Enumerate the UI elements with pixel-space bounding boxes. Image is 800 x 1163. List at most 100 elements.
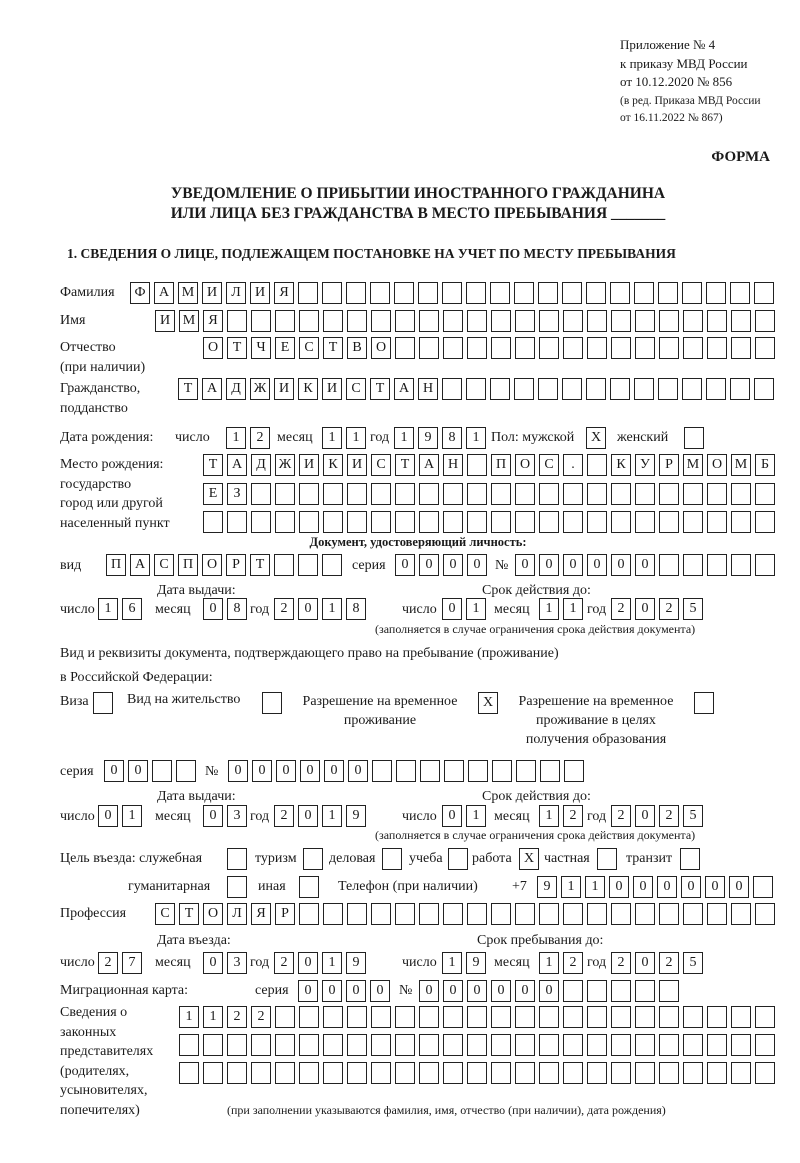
char-cell[interactable] [659, 554, 679, 576]
char-cell[interactable]: Ф [130, 282, 150, 304]
char-cell[interactable] [448, 848, 468, 870]
char-cell[interactable] [683, 1034, 703, 1056]
char-cell[interactable]: 0 [348, 760, 368, 782]
char-cell[interactable]: 0 [298, 980, 318, 1002]
char-cell[interactable] [443, 1034, 463, 1056]
char-cell[interactable]: И [274, 378, 294, 400]
char-cell[interactable] [539, 337, 559, 359]
char-cell[interactable]: 6 [122, 598, 142, 620]
char-cell[interactable]: 0 [298, 805, 318, 827]
char-cell[interactable] [635, 483, 655, 505]
char-cell[interactable]: О [371, 337, 391, 359]
char-cell[interactable]: 1 [98, 598, 118, 620]
char-cell[interactable] [419, 1006, 439, 1028]
char-cell[interactable]: 1 [322, 952, 342, 974]
char-cell[interactable]: А [227, 454, 247, 476]
char-cell[interactable] [659, 310, 679, 332]
char-cell[interactable] [563, 511, 583, 533]
char-cell[interactable] [467, 454, 487, 476]
char-cell[interactable] [659, 1006, 679, 1028]
char-cell[interactable]: 2 [659, 598, 679, 620]
char-cell[interactable] [634, 378, 654, 400]
char-cell[interactable] [658, 378, 678, 400]
char-cell[interactable] [322, 282, 342, 304]
char-cell[interactable] [755, 1006, 775, 1028]
char-cell[interactable]: 2 [563, 805, 583, 827]
char-cell[interactable]: 0 [635, 952, 655, 974]
char-cell[interactable]: 2 [611, 952, 631, 974]
char-cell[interactable]: 0 [609, 876, 629, 898]
char-cell[interactable]: И [322, 378, 342, 400]
char-cell[interactable]: 0 [635, 598, 655, 620]
char-cell[interactable]: Д [226, 378, 246, 400]
char-cell[interactable]: Н [418, 378, 438, 400]
char-cell[interactable]: Ж [250, 378, 270, 400]
char-cell[interactable] [538, 282, 558, 304]
char-cell[interactable]: 0 [467, 554, 487, 576]
char-cell[interactable] [347, 511, 367, 533]
char-cell[interactable] [539, 483, 559, 505]
char-cell[interactable] [707, 554, 727, 576]
char-cell[interactable] [755, 1034, 775, 1056]
char-cell[interactable] [730, 378, 750, 400]
char-cell[interactable] [731, 337, 751, 359]
char-cell[interactable] [587, 337, 607, 359]
char-cell[interactable] [684, 427, 704, 449]
char-cell[interactable] [539, 903, 559, 925]
char-cell[interactable]: X [519, 848, 539, 870]
char-cell[interactable] [658, 282, 678, 304]
char-cell[interactable]: 0 [681, 876, 701, 898]
char-cell[interactable] [538, 378, 558, 400]
char-cell[interactable] [539, 511, 559, 533]
char-cell[interactable]: 3 [227, 805, 247, 827]
char-cell[interactable] [299, 1006, 319, 1028]
char-cell[interactable]: 0 [539, 554, 559, 576]
char-cell[interactable] [707, 483, 727, 505]
char-cell[interactable] [443, 483, 463, 505]
char-cell[interactable] [610, 378, 630, 400]
char-cell[interactable] [299, 1034, 319, 1056]
char-cell[interactable]: Т [178, 378, 198, 400]
char-cell[interactable] [395, 1062, 415, 1084]
char-cell[interactable] [491, 511, 511, 533]
char-cell[interactable] [419, 310, 439, 332]
char-cell[interactable]: 1 [346, 427, 366, 449]
char-cell[interactable]: П [178, 554, 198, 576]
char-cell[interactable] [539, 310, 559, 332]
char-cell[interactable] [419, 511, 439, 533]
char-cell[interactable] [586, 378, 606, 400]
char-cell[interactable]: 1 [322, 805, 342, 827]
char-cell[interactable]: М [731, 454, 751, 476]
char-cell[interactable] [419, 903, 439, 925]
char-cell[interactable] [323, 903, 343, 925]
char-cell[interactable] [491, 1062, 511, 1084]
char-cell[interactable] [514, 282, 534, 304]
char-cell[interactable]: 8 [227, 598, 247, 620]
char-cell[interactable] [707, 1034, 727, 1056]
char-cell[interactable]: 0 [419, 980, 439, 1002]
char-cell[interactable] [587, 1062, 607, 1084]
char-cell[interactable]: И [155, 310, 175, 332]
char-cell[interactable] [419, 1034, 439, 1056]
char-cell[interactable] [227, 511, 247, 533]
char-cell[interactable]: . [563, 454, 583, 476]
char-cell[interactable] [227, 1034, 247, 1056]
char-cell[interactable]: К [323, 454, 343, 476]
char-cell[interactable]: 0 [395, 554, 415, 576]
char-cell[interactable] [275, 1062, 295, 1084]
char-cell[interactable]: 0 [611, 554, 631, 576]
char-cell[interactable] [491, 1006, 511, 1028]
char-cell[interactable] [395, 511, 415, 533]
char-cell[interactable]: А [202, 378, 222, 400]
char-cell[interactable] [395, 483, 415, 505]
char-cell[interactable]: П [106, 554, 126, 576]
char-cell[interactable]: Т [227, 337, 247, 359]
char-cell[interactable]: Я [251, 903, 271, 925]
char-cell[interactable] [611, 903, 631, 925]
char-cell[interactable] [755, 483, 775, 505]
char-cell[interactable] [395, 337, 415, 359]
char-cell[interactable]: С [154, 554, 174, 576]
char-cell[interactable] [371, 1034, 391, 1056]
char-cell[interactable] [659, 511, 679, 533]
char-cell[interactable] [467, 1006, 487, 1028]
